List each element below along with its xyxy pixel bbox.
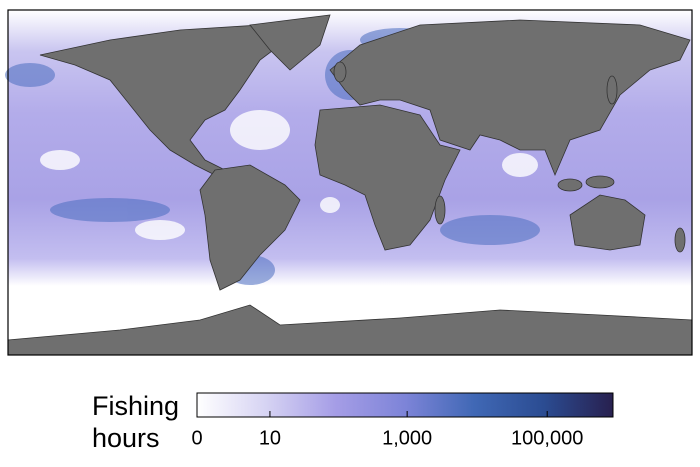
legend-title: hours xyxy=(92,423,160,453)
colorbar-tick-label: 100,000 xyxy=(511,427,583,449)
colorbar-tick-label: 10 xyxy=(259,427,281,449)
map-frame xyxy=(7,9,693,356)
continents xyxy=(7,14,693,356)
map xyxy=(5,9,693,356)
colorbar xyxy=(196,392,614,418)
colorbar-tick-label: 0 xyxy=(191,427,202,449)
legend-title: Fishing xyxy=(92,391,179,421)
colorbar-tick-label: 1,000 xyxy=(382,427,432,449)
empty-ocean xyxy=(40,110,538,240)
